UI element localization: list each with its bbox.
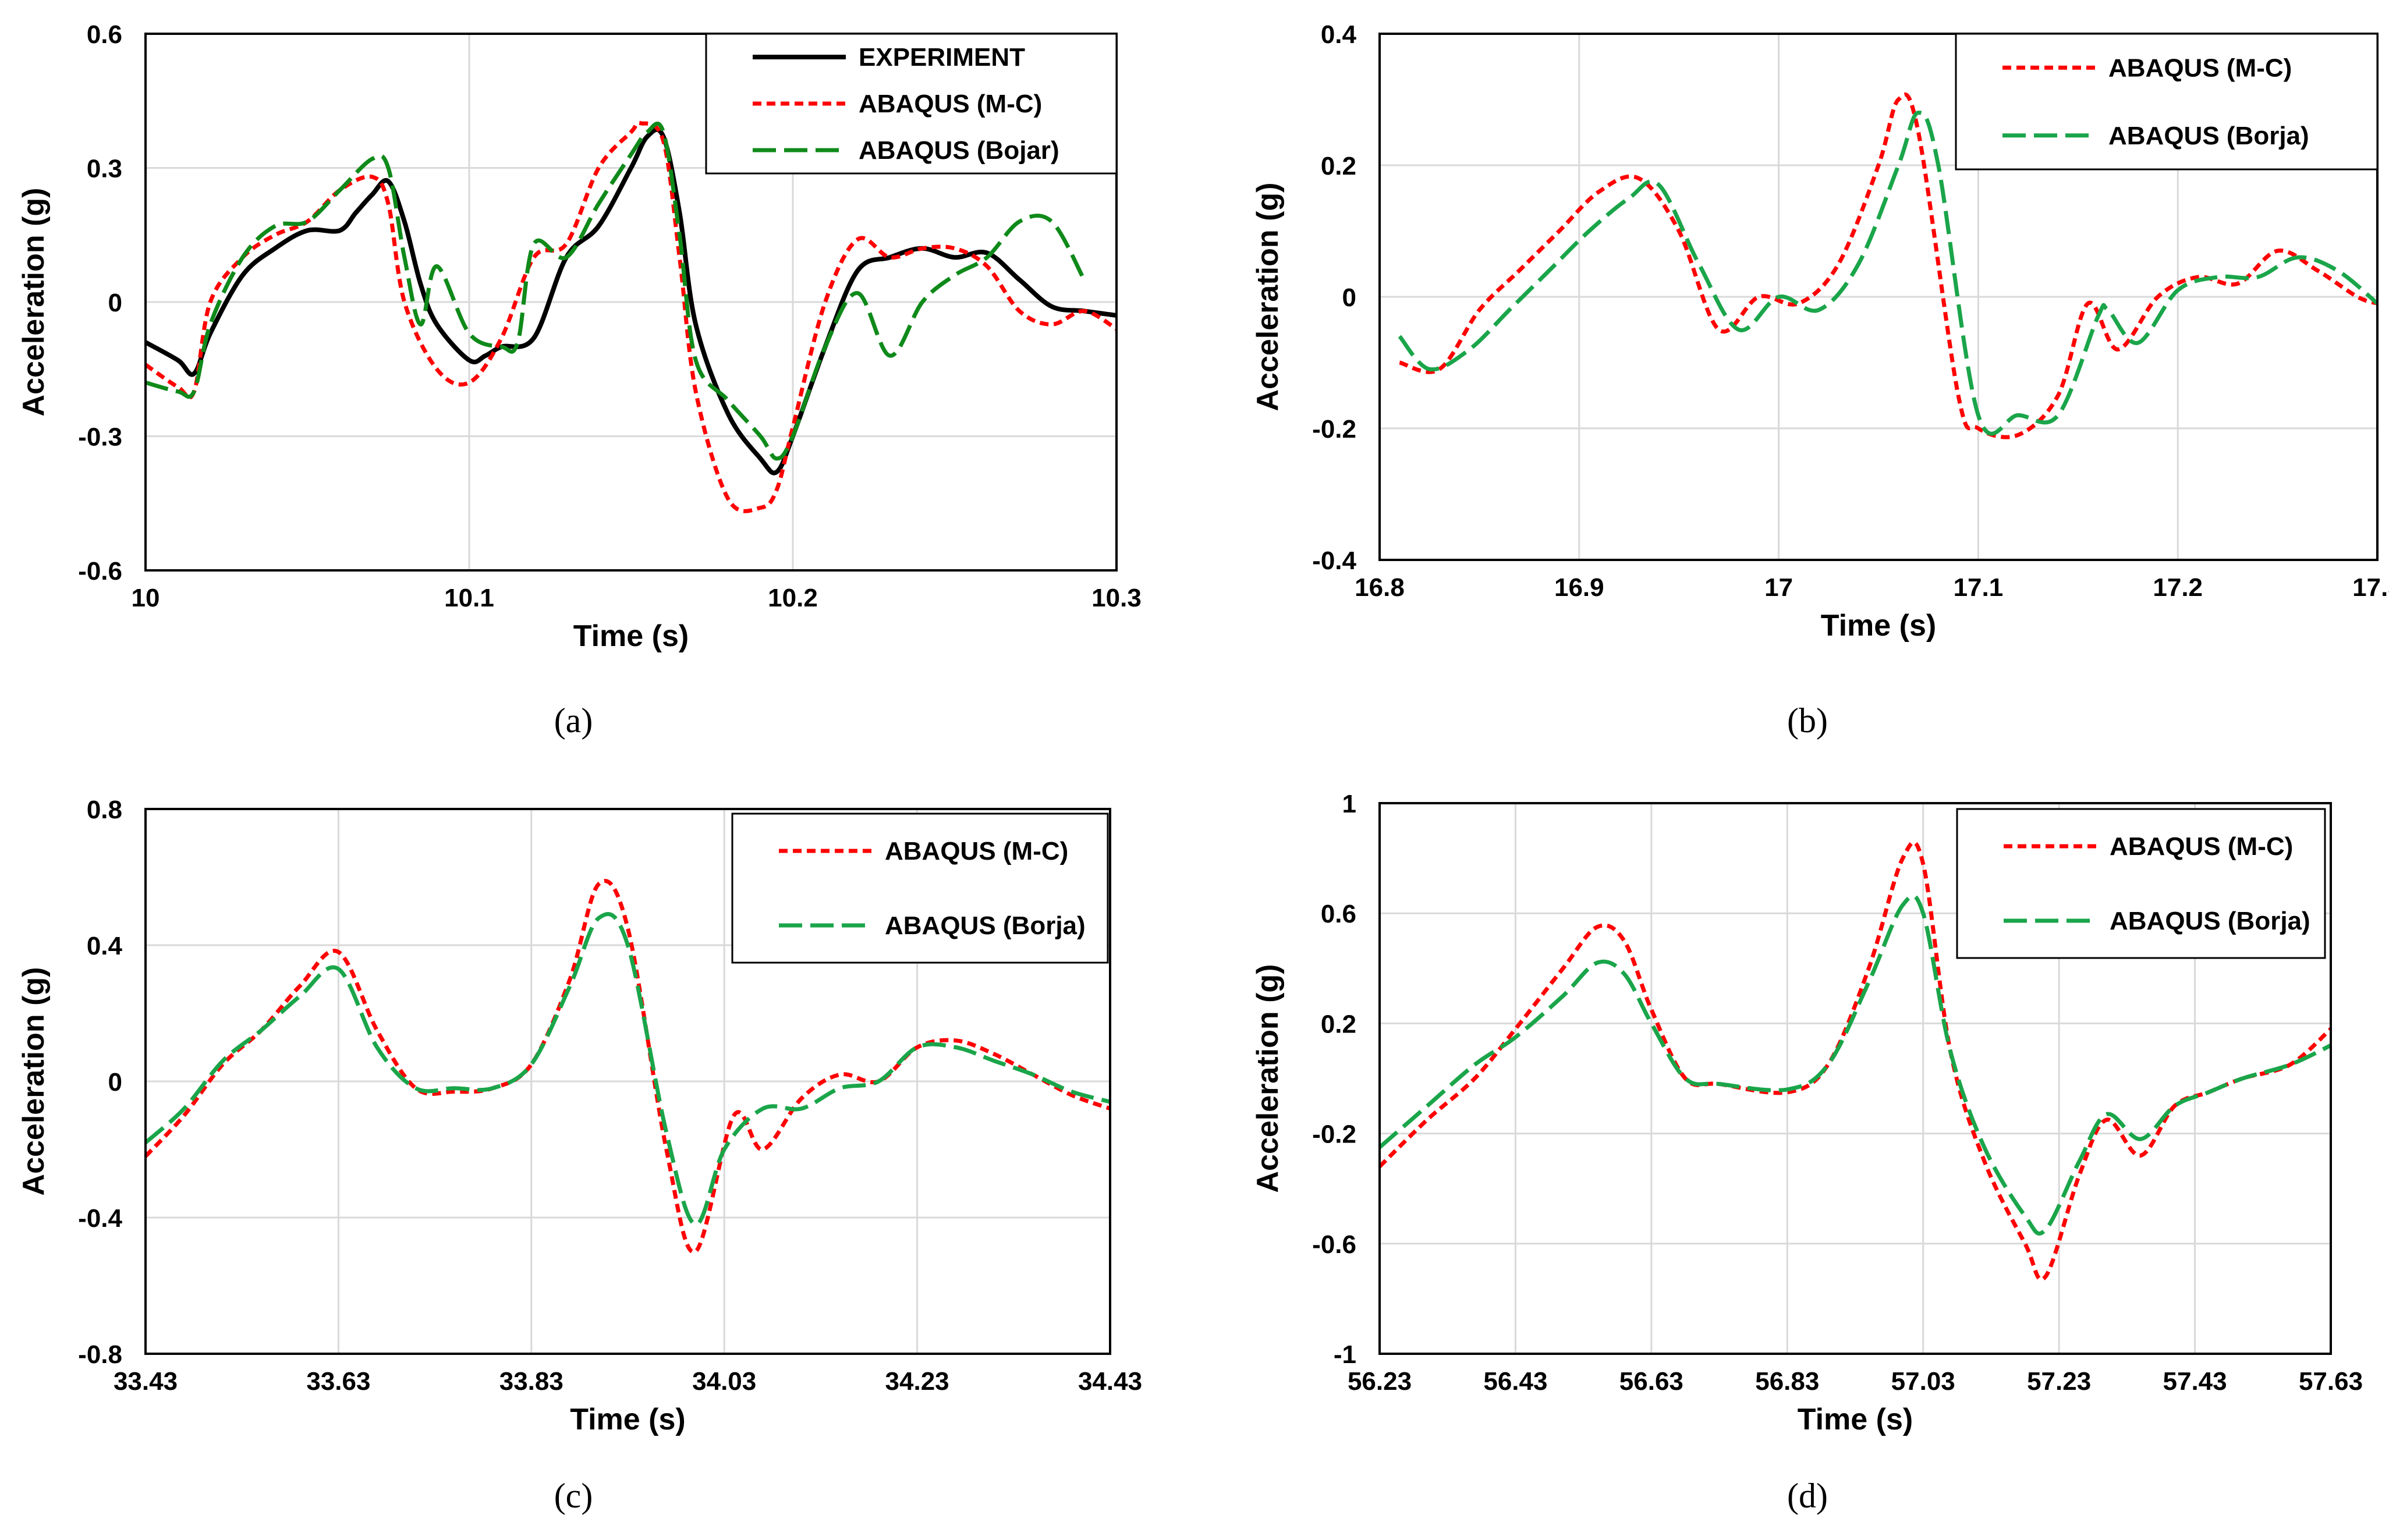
panel-d-caption: (d) <box>1787 1477 1828 1515</box>
panel-d-ytick-label-2: -0.2 <box>1312 1120 1356 1149</box>
panel-c-y-axis-title: Acceleration (g) <box>17 967 51 1196</box>
panel-c-legend-label-borja: ABAQUS (Borja) <box>885 911 1086 940</box>
panel-d-xtick-label-4: 57.03 <box>1891 1367 1955 1396</box>
panel-a-ytick-label-4: 0.6 <box>87 20 122 49</box>
panel-b-xtick-label-2: 17 <box>1764 573 1793 602</box>
panel-d-legend-label-mc: ABAQUS (M-C) <box>2110 832 2293 861</box>
panel-c-ytick-label-3: 0.4 <box>87 932 123 960</box>
panel-d-ticks: 56.23 56.43 56.63 56.83 57.03 57.23 57.43 57.63… <box>1312 790 2363 1396</box>
panel-b-ytick-label-3: 0.2 <box>1321 152 1356 180</box>
panel-b-xtick-label-4: 17.2 <box>2153 573 2203 602</box>
panel-d-y-axis-title: Acceleration (g) <box>1251 964 1285 1193</box>
panel-a-caption: (a) <box>554 701 593 740</box>
panel-d-series-abaqus-borja <box>1378 893 2332 1236</box>
panel-b-ytick-label-1: -0.2 <box>1312 415 1356 443</box>
panel-a-y-axis-title: Acceleration (g) <box>17 188 51 417</box>
panel-d-legend: ABAQUS (M-C) ABAQUS (Borja) <box>1956 808 2326 959</box>
panel-c-series-abaqus-m-c <box>144 879 1111 1254</box>
panel-d-xtick-label-5: 57.23 <box>2027 1367 2091 1396</box>
panel-b-legend: ABAQUS (M-C) ABAQUS (Borja) <box>1955 33 2379 171</box>
panel-b: 16.8 16.9 17 17.1 17.2 17.3 -0.4 -0.2 0 0.2 0.4 Ti… <box>1251 20 2389 740</box>
panel-a-xtick-label-0: 10 <box>132 584 160 612</box>
panel-c-legend: ABAQUS (M-C) ABAQUS (Borja) <box>731 812 1109 964</box>
panel-b-xtick-label-0: 16.8 <box>1355 573 1405 602</box>
panel-d-xtick-label-7: 57.63 <box>2299 1367 2363 1396</box>
panel-a-series-experiment <box>144 127 1117 476</box>
panel-a-ytick-label-2: 0 <box>108 289 122 317</box>
panel-b-ytick-label-0: -0.4 <box>1312 547 1356 575</box>
panel-d-xtick-label-3: 56.83 <box>1755 1367 1819 1396</box>
panel-c-x-axis-title: Time (s) <box>570 1403 685 1436</box>
panel-a-plot-frame <box>144 33 1118 572</box>
panel-c-xtick-label-4: 34.23 <box>885 1367 949 1396</box>
panel-a-ytick-label-3: 0.3 <box>87 155 122 183</box>
panel-d-ytick-label-4: 0.6 <box>1321 900 1356 928</box>
panel-c-plot-frame <box>144 808 1111 1355</box>
panel-d: 56.23 56.43 56.63 56.83 57.03 57.23 57.43 57.63… <box>1251 790 2363 1515</box>
panel-b-plot-frame <box>1378 33 2379 561</box>
panel-c-xtick-label-1: 33.63 <box>306 1367 370 1396</box>
panel-b-caption: (b) <box>1787 701 1828 740</box>
panel-d-legend-label-borja: ABAQUS (Borja) <box>2110 907 2310 935</box>
panel-a-x-axis-title: Time (s) <box>573 619 689 653</box>
panel-b-xtick-label-1: 16.9 <box>1554 573 1604 602</box>
panel-a-legend-label-bojar: ABAQUS (Bojar) <box>859 136 1059 165</box>
panel-d-ytick-label-5: 1 <box>1342 790 1356 818</box>
panel-d-series-layer <box>1378 840 2333 1282</box>
panel-c-xtick-label-0: 33.43 <box>114 1367 178 1396</box>
panel-c-ticks: 33.43 33.63 33.83 34.03 34.23 34.43 -0.8 -0.4 0 0… <box>78 796 1142 1396</box>
panel-c-series-layer <box>144 879 1111 1254</box>
panel-a-xtick-label-2: 10.2 <box>768 584 818 612</box>
panel-a-legend-label-experiment: EXPERIMENT <box>859 43 1025 72</box>
panel-c-ytick-label-2: 0 <box>108 1068 122 1097</box>
panel-a: 10 10.1 10.2 10.3 -0.6 -0.3 0 0.3 0.6 Time (s) A… <box>17 20 1142 740</box>
panel-a-xtick-label-3: 10.3 <box>1091 584 1142 612</box>
panel-b-x-axis-title: Time (s) <box>1821 609 1936 643</box>
panel-d-x-axis-title: Time (s) <box>1798 1403 1913 1436</box>
panel-b-legend-label-borja: ABAQUS (Borja) <box>2108 122 2309 150</box>
panel-d-ytick-label-0: -1 <box>1334 1340 1356 1369</box>
panel-c-legend-label-mc: ABAQUS (M-C) <box>885 837 1068 865</box>
panel-a-legend: EXPERIMENT ABAQUS (M-C) ABAQUS (Bojar) <box>705 33 1118 175</box>
panel-c-legend-box <box>731 812 1109 964</box>
panel-d-xtick-label-0: 56.23 <box>1348 1367 1412 1396</box>
panel-c-caption: (c) <box>554 1477 593 1515</box>
panel-b-ytick-label-2: 0 <box>1342 283 1356 312</box>
panel-c: 33.43 33.63 33.83 34.03 34.23 34.43 -0.8 -0.4 0 0… <box>17 796 1142 1515</box>
panel-b-ytick-label-4: 0.4 <box>1321 20 1357 49</box>
panel-d-xtick-label-6: 57.43 <box>2163 1367 2227 1396</box>
panel-c-ytick-label-0: -0.8 <box>78 1340 122 1369</box>
panel-c-ytick-label-1: -0.4 <box>78 1204 122 1233</box>
panel-a-series-abaqus-bojar <box>145 122 1086 461</box>
panel-b-legend-label-mc: ABAQUS (M-C) <box>2108 54 2292 82</box>
panel-a-legend-label-mc: ABAQUS (M-C) <box>859 90 1042 118</box>
panel-b-y-axis-title: Acceleration (g) <box>1251 183 1285 411</box>
panel-d-xtick-label-1: 56.43 <box>1483 1367 1547 1396</box>
panel-d-plot-frame <box>1378 802 2332 1355</box>
panel-a-ytick-label-1: -0.3 <box>78 423 122 452</box>
panel-c-series-abaqus-borja <box>144 912 1111 1227</box>
panel-d-legend-box <box>1956 808 2326 959</box>
panel-b-series-abaqus-borja <box>1398 111 2379 436</box>
panel-c-ytick-label-4: 0.8 <box>87 796 122 824</box>
panel-a-ticks: 10 10.1 10.2 10.3 -0.6 -0.3 0 0.3 0.6 <box>78 20 1142 612</box>
panel-a-series-abaqus-m-c <box>144 120 1118 513</box>
panel-d-xtick-label-2: 56.63 <box>1619 1367 1683 1396</box>
panel-d-ytick-label-3: 0.2 <box>1321 1010 1356 1038</box>
panel-b-xtick-label-5: 17.3 <box>2352 573 2389 602</box>
panel-b-ticks: 16.8 16.9 17 17.1 17.2 17.3 -0.4 -0.2 0 0.2 0.4 <box>1312 20 2389 602</box>
panel-b-series-layer <box>1398 93 2379 439</box>
panel-d-series-abaqus-m-c <box>1378 840 2333 1282</box>
panel-b-xtick-label-3: 17.1 <box>1954 573 2004 602</box>
panel-a-xtick-label-1: 10.1 <box>444 584 494 612</box>
panel-a-ytick-label-0: -0.6 <box>78 557 122 586</box>
panel-a-series-layer <box>144 120 1118 513</box>
panel-d-ytick-label-1: -0.6 <box>1312 1230 1356 1259</box>
panel-c-xtick-label-5: 34.43 <box>1078 1367 1142 1396</box>
panel-b-legend-box <box>1955 33 2379 171</box>
panel-c-xtick-label-3: 34.03 <box>692 1367 756 1396</box>
panel-c-xtick-label-2: 33.83 <box>499 1367 563 1396</box>
